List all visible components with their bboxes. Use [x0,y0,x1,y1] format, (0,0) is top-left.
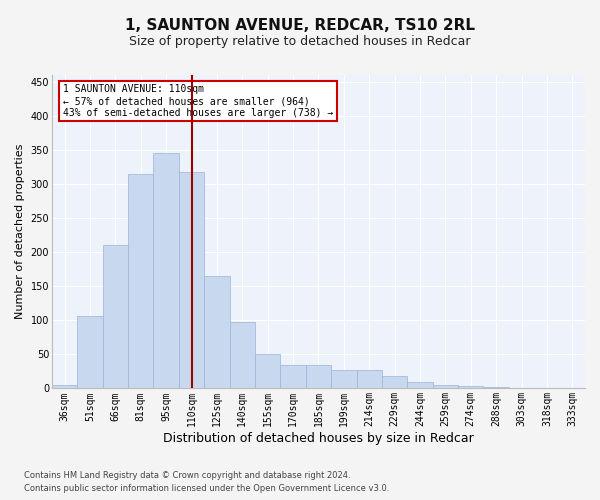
Bar [204,276,230,388]
X-axis label: Distribution of detached houses by size in Redcar: Distribution of detached houses by size … [163,432,474,445]
Bar [356,370,382,388]
Bar [128,174,154,388]
Bar [433,385,458,388]
Text: 1 SAUNTON AVENUE: 110sqm
← 57% of detached houses are smaller (964)
43% of semi-: 1 SAUNTON AVENUE: 110sqm ← 57% of detach… [62,84,333,117]
Text: 1, SAUNTON AVENUE, REDCAR, TS10 2RL: 1, SAUNTON AVENUE, REDCAR, TS10 2RL [125,18,475,32]
Bar [484,387,509,388]
Bar [407,382,433,388]
Bar [331,370,356,388]
Bar [255,354,280,388]
Bar [280,364,306,388]
Bar [77,316,103,388]
Bar [306,364,331,388]
Bar [230,322,255,388]
Bar [52,385,77,388]
Text: Contains HM Land Registry data © Crown copyright and database right 2024.: Contains HM Land Registry data © Crown c… [24,470,350,480]
Text: Contains public sector information licensed under the Open Government Licence v3: Contains public sector information licen… [24,484,389,493]
Text: Size of property relative to detached houses in Redcar: Size of property relative to detached ho… [129,35,471,48]
Bar [458,386,484,388]
Bar [103,246,128,388]
Bar [154,154,179,388]
Y-axis label: Number of detached properties: Number of detached properties [15,144,25,320]
Bar [179,172,204,388]
Bar [382,376,407,388]
